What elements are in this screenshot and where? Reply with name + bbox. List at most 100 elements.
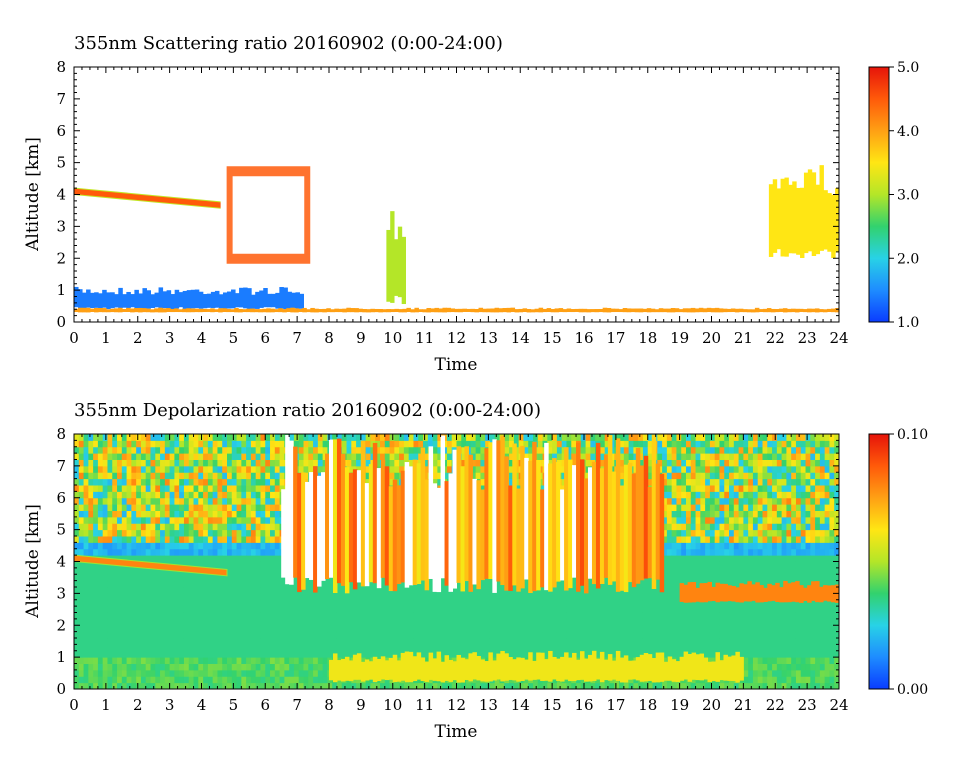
depolarization-ratio-heat-cell (83, 657, 89, 664)
depolarization-ratio-heat-cell (351, 599, 357, 607)
scattering-ratio-feature (770, 308, 776, 313)
depolarization-ratio-heat-cell (303, 612, 309, 620)
depolarization-ratio-heat-cell (289, 638, 295, 645)
scattering-ratio-x-tick-label: 20 (702, 329, 721, 347)
depolarization-ratio-heat-cell (533, 606, 539, 613)
depolarization-ratio-heat-cell (183, 618, 190, 626)
scattering-ratio-feature (142, 288, 147, 309)
depolarization-ratio-heat-cell (499, 606, 505, 613)
depolarization-ratio-heat-cell (260, 516, 266, 524)
depolarization-ratio-heat-cell (231, 542, 238, 550)
scattering-ratio-feature (114, 308, 119, 313)
depolarization-ratio-heat-cell (131, 650, 137, 658)
depolarization-ratio-heat-cell (188, 663, 195, 671)
depolarization-ratio-heat-cell (207, 644, 214, 652)
depolarization-ratio-heat-cell (250, 472, 257, 480)
depolarization-ratio-heat-cell (389, 446, 395, 454)
scattering-ratio-feature (402, 308, 407, 313)
depolarization-ratio-heat-cell (112, 682, 118, 689)
depolarization-ratio-heat-cell (102, 612, 108, 620)
depolarization-ratio-heat-cell (260, 638, 266, 645)
depolarization-ratio-heat-cell (112, 510, 118, 518)
depolarization-ratio-heat-cell (580, 446, 587, 454)
depolarization-ratio-heat-cell (561, 612, 567, 620)
depolarization-ratio-heat-cell (375, 440, 381, 448)
scattering-ratio-feature (834, 307, 839, 313)
depolarization-ratio-heat-cell (442, 618, 448, 626)
depolarization-ratio-heat-cell (222, 663, 228, 671)
depolarization-ratio-heat-cell (260, 523, 266, 531)
depolarization-ratio-heat-cell (408, 618, 414, 626)
depolarization-ratio-heat-cell (279, 465, 285, 473)
scattering-ratio-feature (162, 308, 167, 313)
depolarization-ratio-heat-cell (231, 478, 238, 486)
depolarization-ratio-heat-cell (222, 625, 228, 633)
depolarization-ratio-heat-cell (523, 453, 529, 460)
depolarization-ratio-heat-cell (437, 453, 443, 460)
depolarization-ratio-heat-cell (499, 638, 505, 645)
depolarization-ratio-heat-cell (399, 465, 405, 473)
depolarization-ratio-heat-cell (513, 593, 520, 601)
depolarization-ratio-heat-cell (418, 631, 424, 639)
depolarization-ratio-heat-cell (360, 618, 367, 626)
depolarization-ratio-heat-cell (475, 446, 481, 454)
depolarization-ratio-heat-cell (88, 650, 94, 658)
depolarization-ratio-heat-cell (274, 612, 281, 620)
depolarization-ratio-heat-cell (260, 644, 266, 652)
depolarization-ratio-heat-cell (284, 650, 290, 658)
depolarization-ratio-heat-cell (74, 657, 80, 664)
scattering-ratio-x-tick-label: 14 (511, 329, 530, 347)
scattering-ratio-feature (283, 287, 288, 310)
depolarization-ratio-heat-cell (227, 599, 233, 607)
depolarization-ratio-heat-cell (140, 529, 147, 537)
depolarization-ratio-heat-cell (136, 440, 142, 448)
depolarization-ratio-heat-cell (222, 657, 228, 664)
depolarization-ratio-heat-cell (121, 638, 128, 645)
depolarization-ratio-heat-cell (389, 644, 395, 652)
depolarization-ratio-heat-cell (270, 472, 276, 480)
depolarization-ratio-heat-cell (164, 472, 171, 480)
depolarization-ratio-heat-cell (399, 631, 405, 639)
depolarization-ratio-heat-cell (93, 440, 99, 448)
depolarization-ratio-heat-cell (580, 587, 587, 594)
depolarization-ratio-heat-cell (236, 650, 242, 658)
depolarization-ratio-heat-cell (308, 657, 314, 664)
depolarization-ratio-heat-cell (93, 612, 99, 620)
scattering-ratio-feature (718, 308, 724, 313)
depolarization-ratio-heat-cell (183, 593, 190, 601)
depolarization-ratio-heat-cell (485, 618, 491, 626)
depolarization-ratio-heat-cell (93, 446, 99, 454)
depolarization-ratio-heat-cell (88, 599, 94, 607)
depolarization-ratio-heat-cell (203, 529, 209, 537)
depolarization-ratio-heat-cell (97, 459, 104, 467)
depolarization-ratio-heat-cell (83, 682, 89, 689)
depolarization-ratio-heat-cell (93, 657, 99, 664)
depolarization-ratio-heat-cell (533, 650, 539, 658)
depolarization-ratio-heat-cell (241, 478, 247, 486)
scattering-ratio-feature (106, 292, 111, 310)
depolarization-ratio-heat-cell (136, 542, 142, 550)
depolarization-ratio-heat-cell (121, 542, 128, 550)
depolarization-ratio-heat-cell (250, 567, 257, 575)
depolarization-ratio-heat-cell (418, 625, 424, 633)
depolarization-ratio-heat-cell (107, 625, 113, 633)
depolarization-ratio-heat-cell (126, 504, 132, 511)
depolarization-ratio-heat-cell (231, 676, 238, 684)
depolarization-ratio-heat-cell (437, 434, 443, 441)
scattering-ratio-feature (258, 309, 263, 313)
depolarization-ratio-heat-cell (217, 676, 223, 684)
scattering-ratio-feature (227, 291, 232, 309)
depolarization-ratio-heat-cell (97, 657, 104, 664)
depolarization-ratio-heat-cell (293, 587, 300, 594)
depolarization-ratio-heat-cell (169, 472, 175, 480)
depolarization-ratio-heat-cell (155, 478, 161, 486)
depolarization-ratio-heat-cell (389, 593, 395, 601)
depolarization-ratio-heat-cell (169, 536, 175, 543)
scattering-ratio-feature (299, 293, 304, 309)
depolarization-ratio-heat-cell (260, 657, 266, 664)
depolarization-ratio-heat-cell (107, 485, 113, 492)
depolarization-ratio-heat-cell (88, 580, 94, 588)
scattering-ratio-feature (762, 308, 768, 313)
depolarization-ratio-heat-cell (523, 612, 529, 620)
depolarization-ratio-heat-cell (193, 491, 199, 499)
